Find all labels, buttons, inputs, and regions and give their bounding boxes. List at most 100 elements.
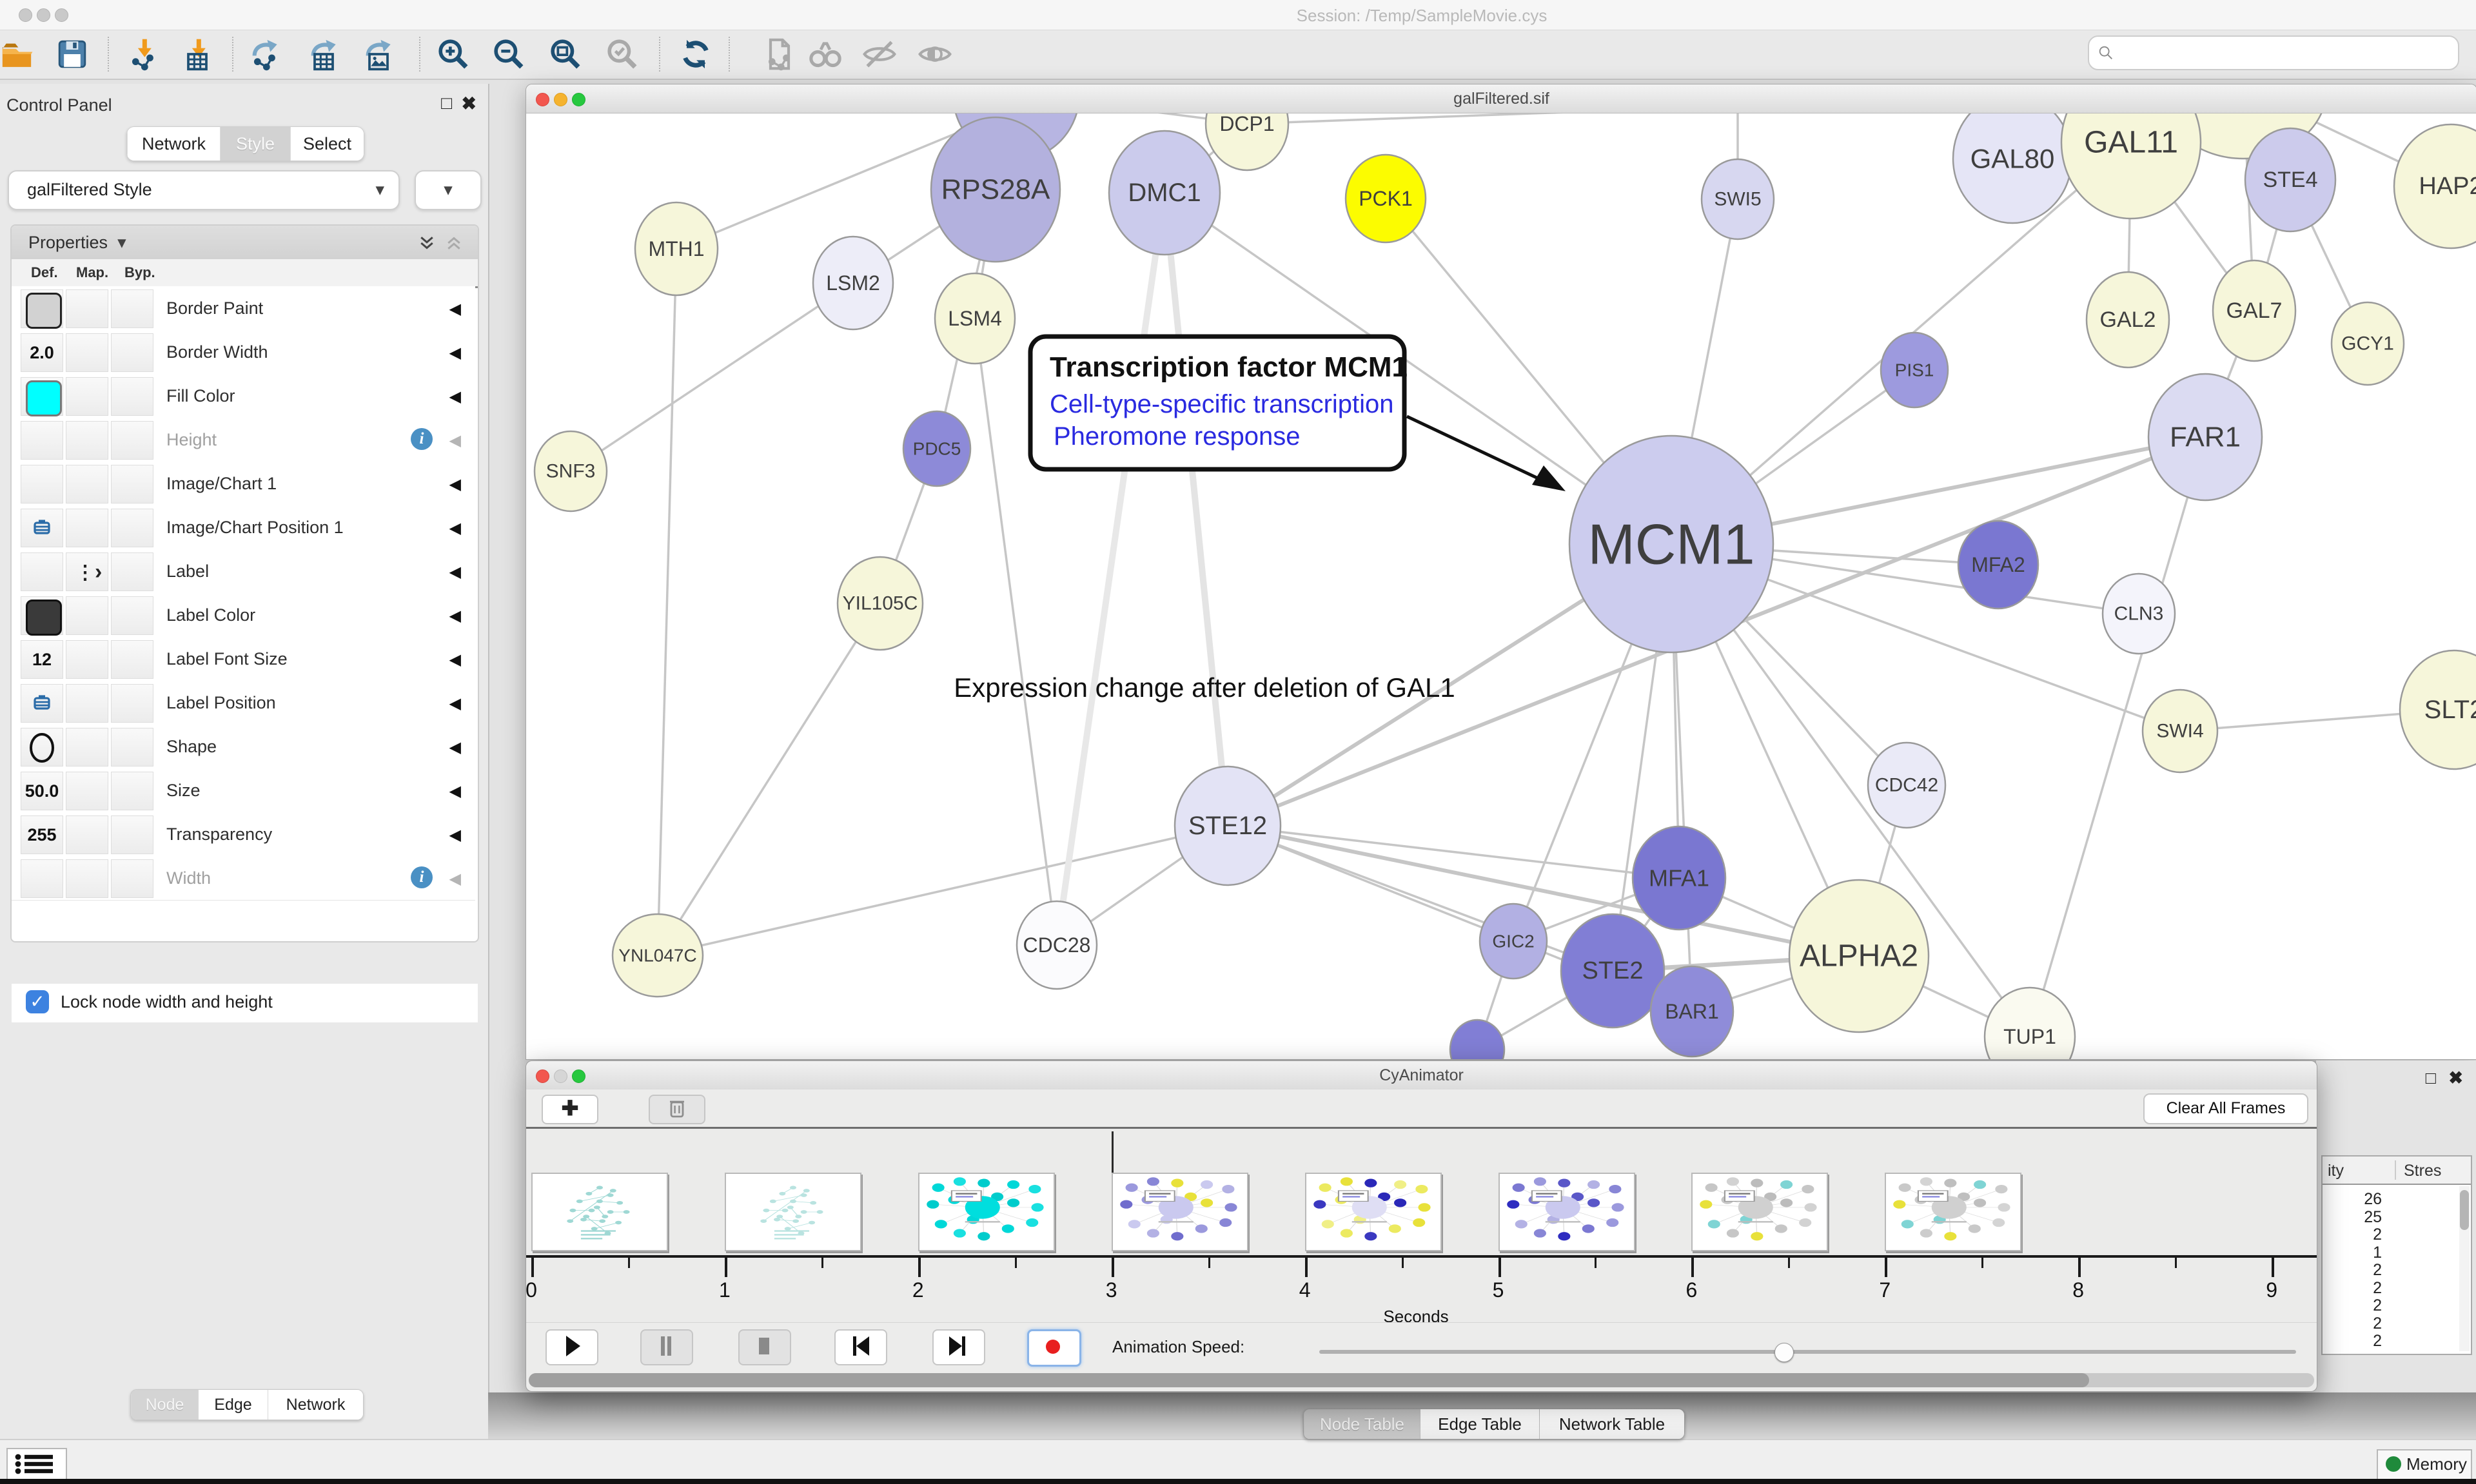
network-edge[interactable]	[974, 317, 1058, 946]
expand-all-icon[interactable]	[417, 233, 437, 253]
bypass-cell[interactable]	[111, 289, 153, 328]
default-value-cell[interactable]	[21, 289, 63, 329]
network-node-swi4[interactable]: SWI4	[2141, 688, 2219, 774]
network-edge[interactable]	[1226, 825, 1680, 879]
property-row-size[interactable]: 50.0 Size ◀	[12, 768, 475, 813]
frame-thumbnail[interactable]	[531, 1173, 668, 1251]
expand-row-icon[interactable]: ◀	[449, 476, 461, 493]
record-button[interactable]	[1027, 1329, 1081, 1367]
frame-thumbnail[interactable]	[1885, 1173, 2022, 1251]
property-row-border-paint[interactable]: Border Paint ◀	[12, 286, 475, 331]
network-node-ste12[interactable]: STE12	[1174, 765, 1282, 886]
expand-row-icon[interactable]: ◀	[449, 388, 461, 405]
scrollbar-thumb[interactable]	[2460, 1190, 2469, 1230]
network-edge[interactable]	[675, 113, 1129, 250]
property-row-shape[interactable]: Shape ◀	[12, 725, 475, 769]
play-button[interactable]	[545, 1329, 598, 1365]
clear-all-frames-button[interactable]: Clear All Frames	[2143, 1093, 2308, 1124]
bypass-cell[interactable]	[111, 772, 153, 810]
frame-thumbnail[interactable]	[918, 1173, 1055, 1251]
collapse-all-icon[interactable]	[444, 233, 464, 253]
expand-row-icon[interactable]: ◀	[449, 300, 461, 318]
mapping-cell[interactable]	[66, 728, 108, 766]
bypass-cell[interactable]	[111, 377, 153, 416]
network-canvas[interactable]: RPS28BDCP1RPS28ADMC1PCK1SWI5GAL80GAL11ST…	[526, 113, 2476, 1059]
table-row[interactable]: 2	[2373, 1278, 2382, 1297]
network-node-snf3[interactable]: SNF3	[533, 430, 608, 513]
network-edge[interactable]	[2029, 436, 2206, 1038]
tab-select[interactable]: Select	[290, 127, 364, 161]
traffic-light-minimize-icon[interactable]	[554, 93, 567, 106]
float-panel-icon[interactable]: □	[441, 93, 452, 113]
cyanimator-titlebar[interactable]: CyAnimator	[526, 1061, 2317, 1090]
mapping-cell[interactable]	[66, 421, 108, 460]
frame-thumbnail[interactable]	[1691, 1173, 1829, 1251]
network-snapshot-button[interactable]	[761, 36, 798, 72]
bypass-cell[interactable]	[111, 684, 153, 723]
tab-node-table[interactable]: Node Table	[1304, 1409, 1420, 1439]
property-row-image-chart-position-1[interactable]: Image/Chart Position 1 ◀	[12, 505, 475, 550]
network-node-np1[interactable]	[1449, 1019, 1506, 1059]
traffic-light-zoom-icon[interactable]	[55, 8, 68, 22]
network-node-pdc5[interactable]: PDC5	[902, 410, 972, 487]
tab-edge[interactable]: Edge	[198, 1390, 268, 1420]
stop-button[interactable]	[738, 1329, 791, 1365]
mapping-cell[interactable]	[66, 509, 108, 547]
default-value-cell[interactable]: 12	[21, 640, 63, 679]
network-node-cdc42[interactable]: CDC42	[1867, 741, 1947, 829]
default-value-cell[interactable]	[21, 377, 63, 416]
annotation-link[interactable]: Cell-type-specific transcription	[1050, 390, 1394, 418]
export-network-button[interactable]	[247, 36, 283, 72]
network-node-far1[interactable]: FAR1	[2147, 373, 2263, 502]
tab-style[interactable]: Style	[220, 127, 290, 161]
tab-network[interactable]: Network	[268, 1390, 363, 1420]
frame-thumbnail[interactable]	[1111, 1173, 1248, 1251]
default-value-cell[interactable]	[21, 421, 63, 460]
expand-row-icon[interactable]: ◀	[449, 520, 461, 537]
property-row-label-position[interactable]: Label Position ◀	[12, 681, 475, 725]
network-node-ste2[interactable]: STE2	[1560, 913, 1665, 1029]
mapping-cell[interactable]	[66, 465, 108, 503]
table-row[interactable]: 1	[2373, 1243, 2382, 1262]
annotation-link[interactable]: Pheromone response	[1054, 422, 1300, 451]
network-node-swi5[interactable]: SWI5	[1700, 158, 1775, 240]
skip-start-button[interactable]	[834, 1329, 887, 1365]
network-edge[interactable]	[1226, 824, 1861, 958]
network-window-titlebar[interactable]: galFiltered.sif	[526, 84, 2476, 113]
table-row[interactable]: 2	[2373, 1314, 2382, 1333]
zoom-in-button[interactable]	[435, 36, 471, 72]
table-row[interactable]: 25	[2364, 1207, 2382, 1226]
export-image-button[interactable]	[360, 36, 397, 72]
mapping-cell[interactable]	[66, 377, 108, 416]
export-table-button[interactable]	[306, 36, 342, 72]
mapping-cell[interactable]	[66, 333, 108, 372]
property-row-image-chart-1[interactable]: Image/Chart 1 ◀	[12, 462, 475, 506]
bypass-cell[interactable]	[111, 333, 153, 372]
expand-row-icon[interactable]: ◀	[449, 695, 461, 712]
network-node-mfa2[interactable]: MFA2	[1957, 520, 2039, 610]
open-session-button[interactable]	[0, 36, 35, 72]
property-row-height[interactable]: Height i ◀	[12, 418, 475, 462]
expand-row-icon[interactable]: ◀	[449, 783, 461, 800]
table-row[interactable]: 2	[2373, 1225, 2382, 1244]
mapping-cell[interactable]	[66, 596, 108, 635]
scrollbar-thumb[interactable]	[529, 1373, 2089, 1387]
delete-frame-button[interactable]	[649, 1095, 705, 1124]
memory-button[interactable]: Memory	[2377, 1449, 2472, 1480]
network-node-mcm1[interactable]: MCM1	[1568, 434, 1774, 654]
traffic-light-minimize-icon[interactable]	[554, 1069, 567, 1083]
expand-row-icon[interactable]: ◀	[449, 432, 461, 449]
network-node-gal11[interactable]: GAL11	[2060, 113, 2202, 220]
default-value-cell[interactable]	[21, 509, 63, 547]
frame-thumbnail[interactable]	[1498, 1173, 1635, 1251]
close-panel-icon[interactable]: ✖	[2448, 1068, 2463, 1088]
tab-node[interactable]: Node	[131, 1390, 198, 1420]
network-node-mfa1[interactable]: MFA1	[1631, 825, 1727, 931]
float-panel-icon[interactable]: □	[2425, 1068, 2436, 1088]
network-node-gal7[interactable]: GAL7	[2212, 259, 2297, 362]
pause-button[interactable]	[640, 1329, 693, 1365]
hide-details-button[interactable]	[861, 36, 898, 72]
network-node-lsm2[interactable]: LSM2	[812, 235, 894, 331]
mapping-cell[interactable]: ⋮›	[66, 552, 108, 591]
zoom-fit-button[interactable]	[547, 36, 584, 72]
